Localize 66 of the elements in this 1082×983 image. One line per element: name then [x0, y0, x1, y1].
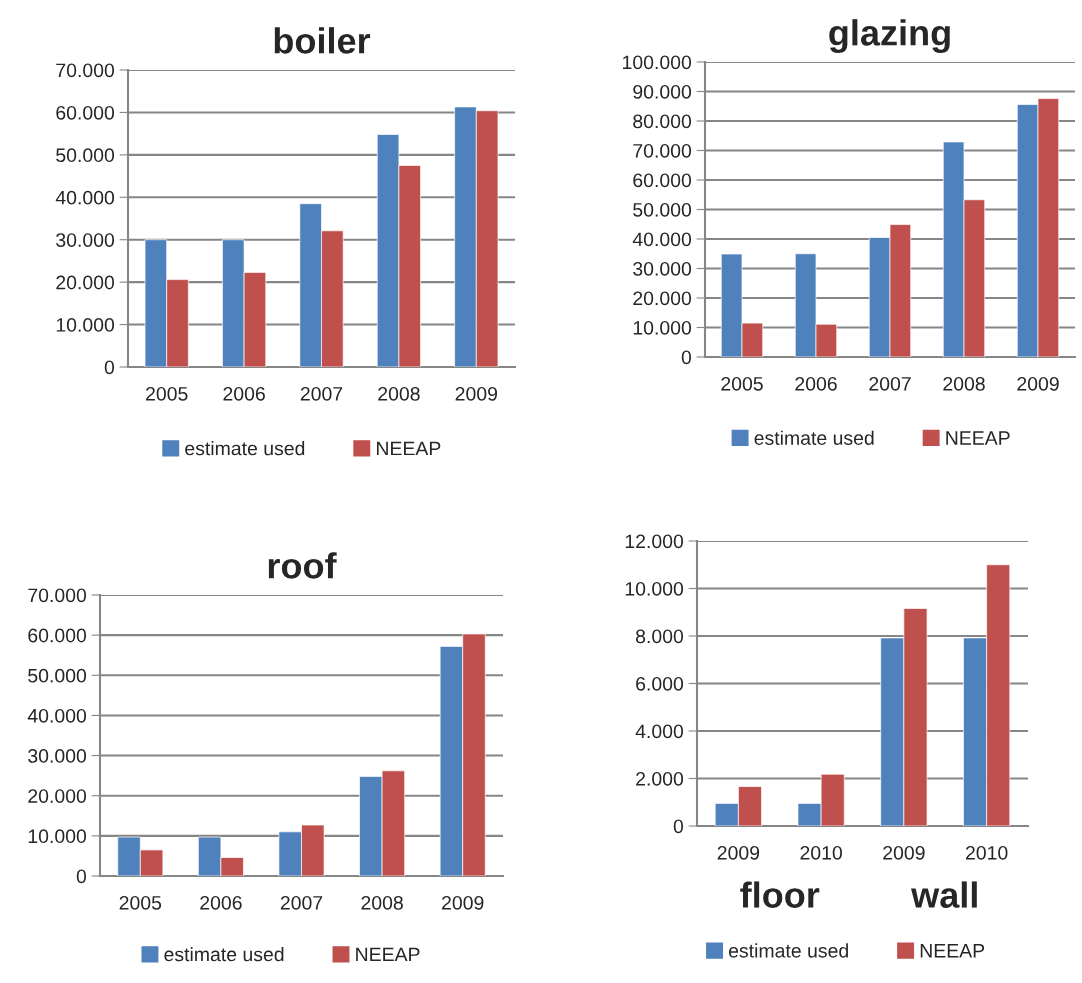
legend-label: NEEAP	[356, 947, 420, 962]
y-tick-label: 60.000	[56, 105, 115, 120]
y-tick-label: 60.000	[633, 173, 692, 188]
x-tick-label: 2009	[442, 895, 484, 910]
y-tick-label: 60.000	[28, 628, 87, 643]
y-tick-label: 30.000	[28, 749, 87, 763]
chart-title: roof	[268, 552, 337, 579]
x-tick-label: 2009	[717, 845, 760, 860]
y-tick-label: 20.000	[56, 275, 115, 290]
legend-label: estimate used	[185, 441, 305, 456]
y-tick-label: 6.000	[636, 676, 684, 691]
legend-label: NEEAP	[920, 944, 985, 958]
chart-title: boiler	[274, 27, 371, 54]
y-tick-label: 70.000	[56, 63, 115, 78]
x-tick-label: 2009	[455, 386, 498, 401]
y-tick-label: 4.000	[635, 724, 684, 739]
x-tick-label: 2007	[300, 386, 343, 401]
y-tick-label: 0	[673, 819, 684, 834]
chart-title: glazing	[829, 19, 950, 53]
y-tick-label: 10.000	[56, 318, 115, 332]
y-tick-label: 10.000	[633, 320, 692, 335]
legend-label: estimate used	[164, 946, 284, 962]
x-tick-label: 2007	[280, 895, 323, 910]
x-tick-label: 2005	[721, 376, 763, 391]
y-tick-label: 70.000	[28, 588, 87, 603]
x-tick-label: 2010	[800, 845, 842, 860]
x-tick-label: 2008	[378, 386, 420, 401]
x-tick-label: 2007	[869, 376, 911, 391]
x-tick-label: 2008	[361, 895, 403, 910]
y-tick-label: 2.000	[636, 771, 684, 786]
x-tick-label: 2010	[965, 845, 1008, 860]
x-tick-label: 2009	[1017, 376, 1059, 391]
legend-label: estimate used	[728, 943, 848, 958]
x-tick-label: 2008	[943, 376, 985, 391]
y-tick-label: 10.000	[625, 581, 684, 596]
y-tick-label: 0	[681, 350, 692, 365]
x-tick-label: 2006	[200, 895, 242, 910]
y-tick-label: 30.000	[633, 261, 692, 276]
y-tick-label: 8.000	[636, 629, 684, 644]
text: wall	[911, 881, 977, 908]
x-tick-label: 2005	[119, 895, 162, 910]
y-tick-label: 40.000	[632, 232, 692, 247]
y-tick-label: 50.000	[28, 668, 87, 683]
y-tick-label: 40.000	[27, 708, 87, 723]
y-tick-label: 100.000	[623, 55, 692, 70]
legend-label: estimate used	[754, 430, 874, 445]
x-tick-label: 2005	[146, 386, 188, 401]
y-tick-label: 20.000	[28, 789, 87, 803]
y-tick-label: 0	[76, 869, 87, 884]
y-tick-label: 40.000	[55, 190, 115, 205]
y-tick-label: 20.000	[633, 291, 692, 306]
y-tick-label: 70.000	[633, 143, 692, 158]
y-tick-label: 30.000	[56, 233, 115, 247]
y-tick-label: 12.000	[625, 534, 684, 549]
legend-label: NEEAP	[377, 441, 441, 456]
y-tick-label: 50.000	[633, 202, 692, 217]
text: floor	[740, 881, 820, 908]
x-tick-label: 2006	[795, 376, 837, 391]
x-tick-label: 2006	[223, 386, 265, 401]
x-tick-label: 2009	[883, 845, 925, 860]
y-tick-label: 50.000	[56, 148, 115, 163]
y-tick-label: 10.000	[28, 829, 87, 844]
y-tick-label: 80.000	[633, 114, 692, 129]
y-tick-label: 0	[104, 360, 115, 375]
y-tick-label: 90.000	[633, 84, 692, 99]
legend-label: NEEAP	[946, 431, 1010, 445]
